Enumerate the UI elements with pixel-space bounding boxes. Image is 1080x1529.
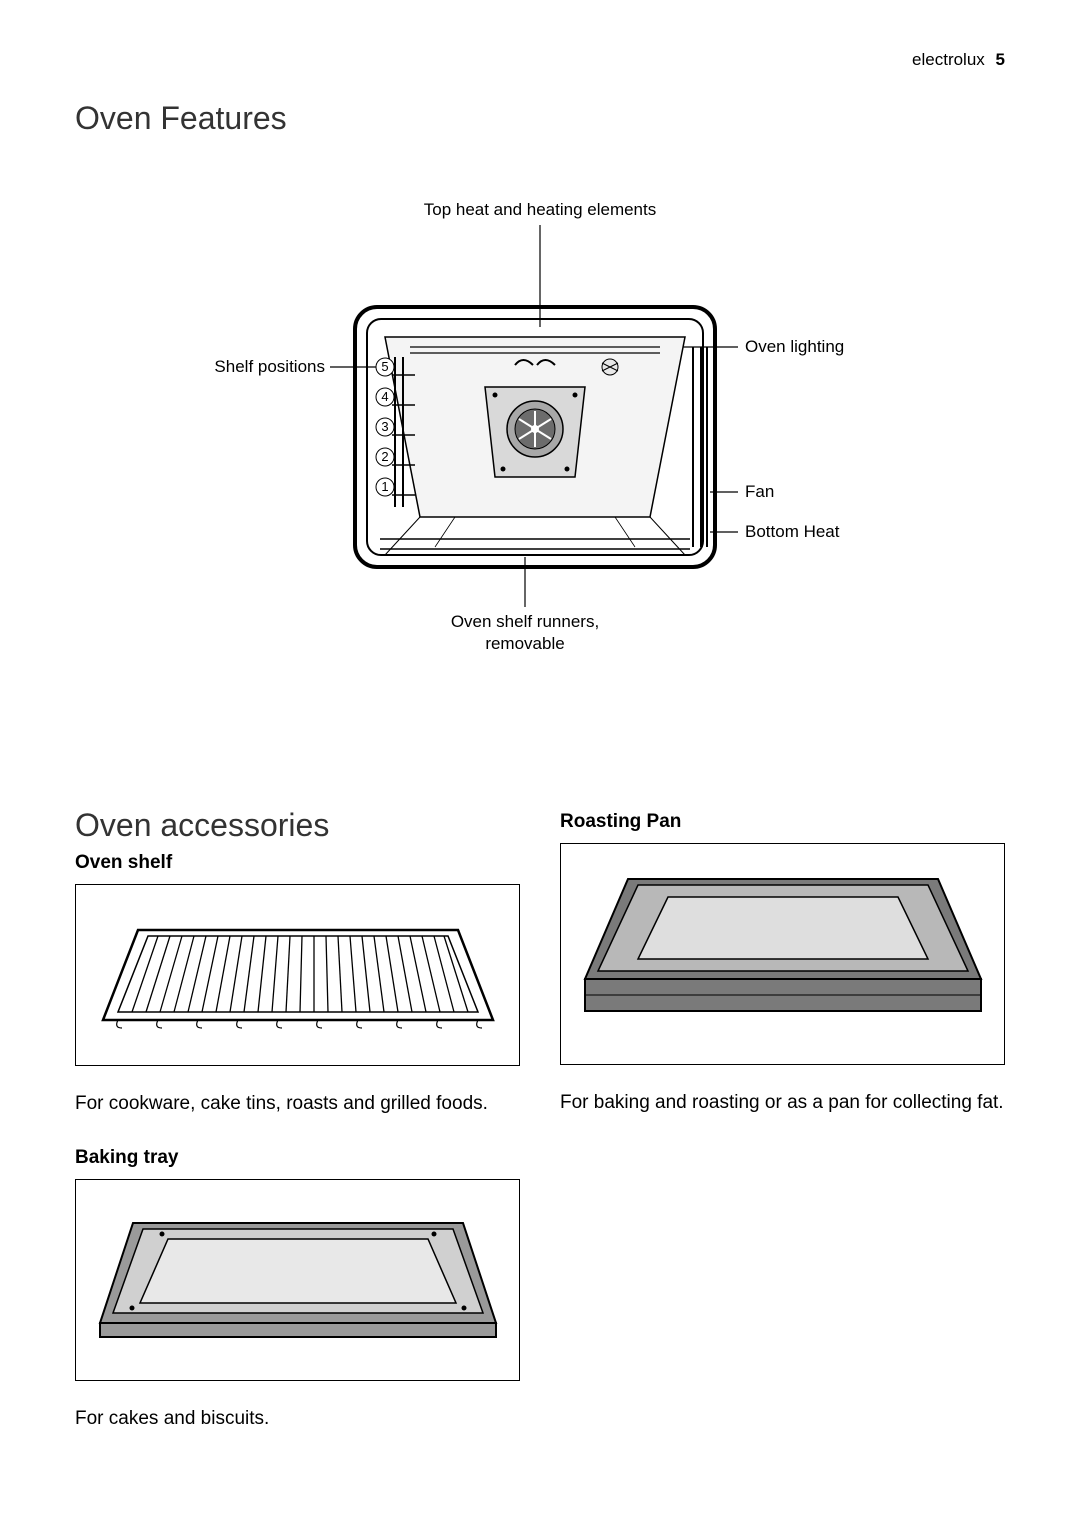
baking-tray-illustration — [75, 1179, 520, 1381]
shelf-num-2: 2 — [381, 449, 388, 464]
shelf-num-5: 5 — [381, 359, 388, 374]
subtitle-roasting-pan: Roasting Pan — [560, 811, 1005, 833]
label-bottom-heat: Bottom Heat — [745, 522, 840, 541]
shelf-num-1: 1 — [381, 479, 388, 494]
label-top-heat: Top heat and heating elements — [424, 200, 657, 219]
oven-diagram: Top heat and heating elements Shelf posi… — [75, 197, 1005, 727]
subtitle-oven-shelf: Oven shelf — [75, 852, 520, 874]
oven-shelf-illustration — [75, 884, 520, 1066]
accessories-columns: Oven accessories Oven shelf — [75, 807, 1005, 1461]
caption-baking-tray: For cakes and biscuits. — [75, 1406, 520, 1432]
left-column: Oven accessories Oven shelf — [75, 807, 520, 1461]
label-runners-1: Oven shelf runners, — [451, 612, 599, 631]
caption-oven-shelf: For cookware, cake tins, roasts and gril… — [75, 1091, 520, 1117]
label-fan: Fan — [745, 482, 774, 501]
shelf-num-4: 4 — [381, 389, 388, 404]
page-header: electrolux 5 — [75, 50, 1005, 70]
label-runners-2: removable — [485, 634, 564, 653]
brand-label: electrolux — [912, 50, 985, 69]
roasting-pan-illustration — [560, 843, 1005, 1065]
label-shelf-positions: Shelf positions — [214, 357, 325, 376]
section-title-accessories: Oven accessories — [75, 807, 520, 844]
section-title-features: Oven Features — [75, 100, 1005, 137]
caption-roasting-pan: For baking and roasting or as a pan for … — [560, 1090, 1005, 1116]
page-number: 5 — [996, 50, 1005, 69]
subtitle-baking-tray: Baking tray — [75, 1147, 520, 1169]
label-oven-lighting: Oven lighting — [745, 337, 844, 356]
right-column: Roasting Pan For baking and roasting or … — [560, 807, 1005, 1461]
shelf-num-3: 3 — [381, 419, 388, 434]
